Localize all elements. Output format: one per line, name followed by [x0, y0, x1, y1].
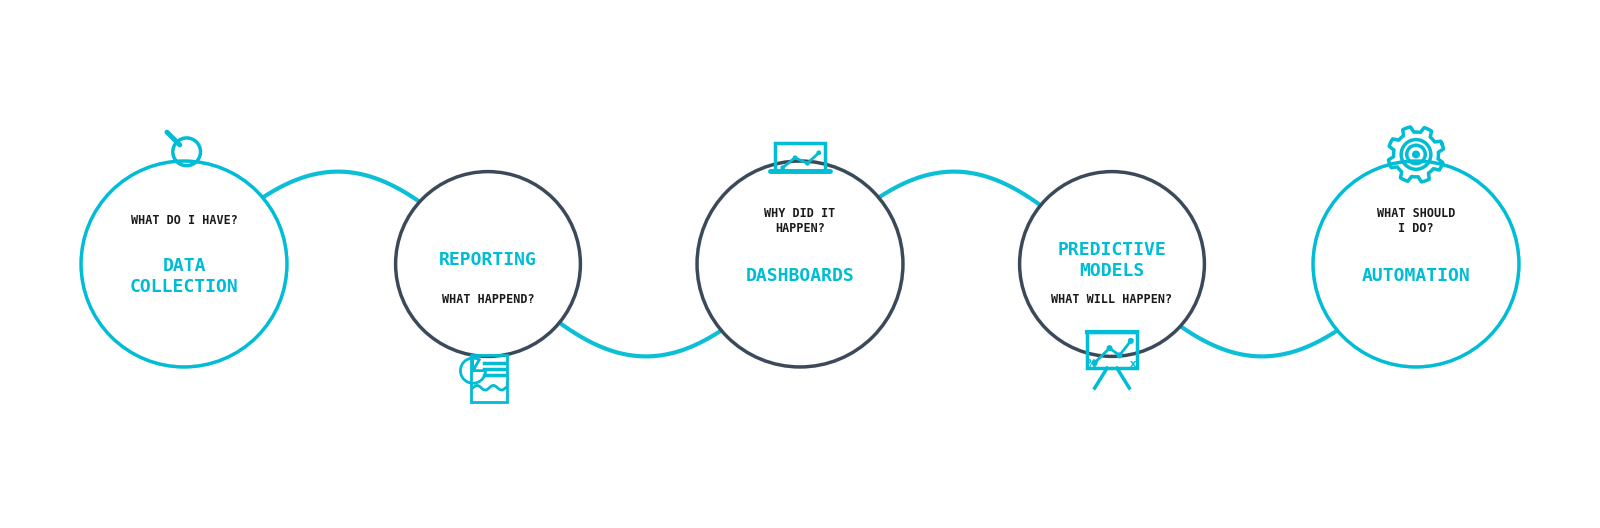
Circle shape: [1019, 172, 1205, 356]
Circle shape: [1413, 151, 1419, 158]
Circle shape: [1117, 353, 1122, 358]
Text: WHAT DO I HAVE?: WHAT DO I HAVE?: [131, 214, 237, 227]
Text: x: x: [1130, 359, 1136, 369]
Bar: [1088, 332, 1136, 368]
Circle shape: [698, 161, 902, 367]
Circle shape: [1314, 161, 1518, 367]
Bar: [776, 143, 824, 171]
Circle shape: [1093, 360, 1098, 365]
Text: REPORTING: REPORTING: [438, 251, 538, 269]
Text: PREDICTIVE
MODELS: PREDICTIVE MODELS: [1058, 241, 1166, 280]
Circle shape: [794, 156, 797, 159]
Circle shape: [395, 172, 581, 356]
Circle shape: [818, 151, 821, 154]
Text: %: %: [1086, 359, 1096, 369]
Circle shape: [781, 166, 784, 169]
Text: WHY DID IT
HAPPEN?: WHY DID IT HAPPEN?: [765, 207, 835, 235]
Circle shape: [806, 162, 810, 165]
Text: WHAT WILL HAPPEN?: WHAT WILL HAPPEN?: [1051, 293, 1173, 306]
Text: WHAT HAPPEND?: WHAT HAPPEND?: [442, 293, 534, 306]
Text: DASHBOARDS: DASHBOARDS: [746, 267, 854, 285]
Circle shape: [1107, 346, 1112, 351]
Text: WHAT SHOULD
I DO?: WHAT SHOULD I DO?: [1378, 207, 1454, 235]
Text: AUTOMATION: AUTOMATION: [1362, 267, 1470, 285]
Circle shape: [82, 161, 286, 367]
Circle shape: [1128, 338, 1133, 343]
Text: DATA
COLLECTION: DATA COLLECTION: [130, 257, 238, 296]
